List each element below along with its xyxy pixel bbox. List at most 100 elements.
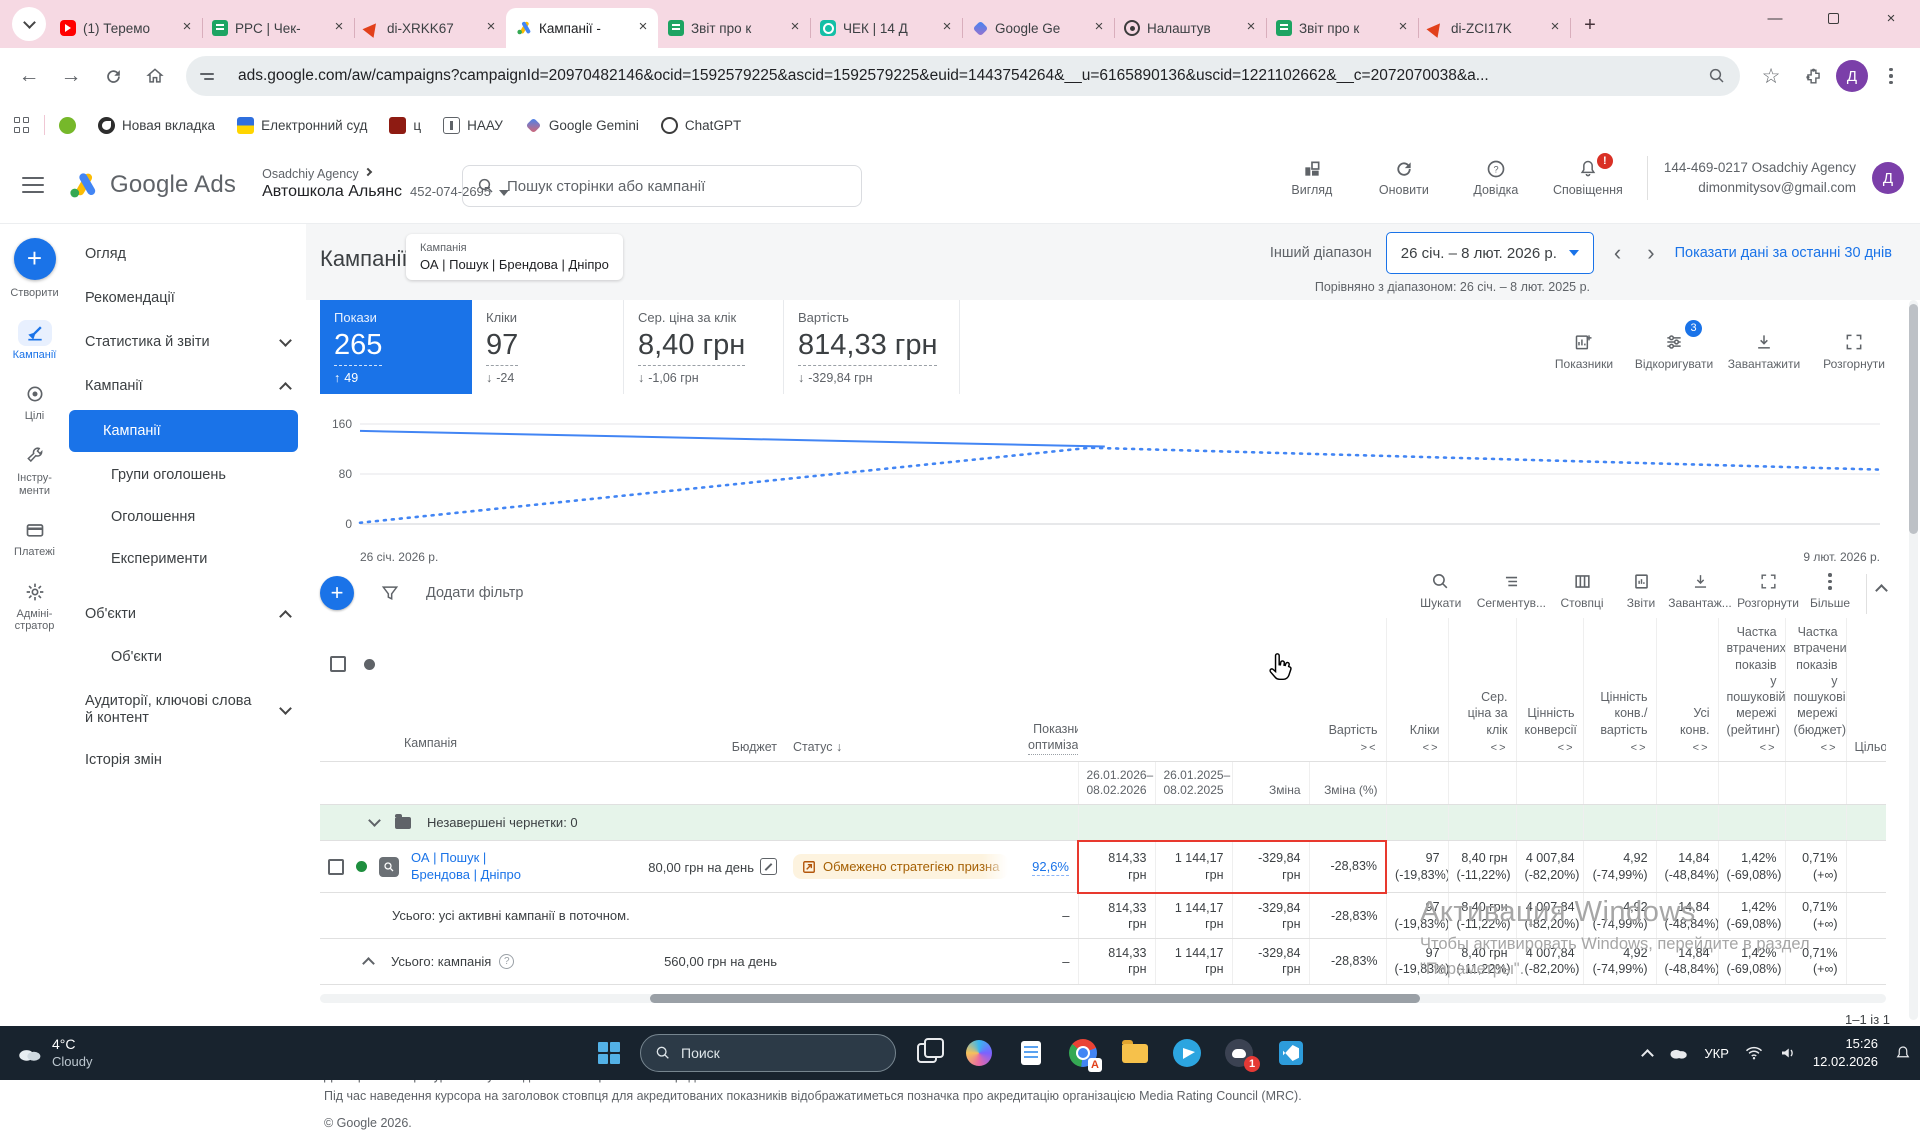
rail-item-campaigns[interactable]: Кампанії <box>4 320 66 362</box>
select-all-checkbox[interactable] <box>330 656 346 672</box>
browser-tab[interactable]: Налаштув× <box>1114 8 1266 48</box>
create-button[interactable]: + Створити <box>4 238 66 300</box>
documents-app-button[interactable] <box>1010 1032 1052 1074</box>
rail-item-billing[interactable]: Платежі <box>4 517 66 559</box>
browser-tab[interactable]: Google Ge× <box>962 8 1114 48</box>
metric-card-impressions[interactable]: Покази 265 ↑49 <box>320 300 472 394</box>
volume-icon[interactable] <box>1779 1045 1797 1061</box>
bookmark-item[interactable]: НААУ <box>443 117 503 134</box>
column-header-conv-value[interactable]: Цінність конверсії<> <box>1516 618 1583 762</box>
nav-recommendations[interactable]: Рекомендації <box>69 276 306 320</box>
add-button[interactable]: + <box>320 576 354 610</box>
ads-search-input[interactable]: Пошук сторінки або кампанії <box>462 165 862 207</box>
code-editor-button[interactable] <box>1270 1032 1312 1074</box>
browser-tab[interactable]: (1) Теремо× <box>50 8 202 48</box>
bookmark-item[interactable]: Google Gemini <box>525 117 639 134</box>
tab-search-button[interactable] <box>12 7 46 41</box>
date-range-selector[interactable]: 26 січ. – 8 лют. 2026 р. <box>1386 232 1594 274</box>
table-expand-button[interactable]: Розгорнути <box>1736 572 1800 610</box>
telegram-button[interactable] <box>1166 1032 1208 1074</box>
task-view-button[interactable] <box>906 1032 948 1074</box>
status-dot-header-icon[interactable] <box>364 659 375 670</box>
chevron-up-icon[interactable] <box>362 957 375 970</box>
browser-tab-active[interactable]: Кампанії -× <box>506 8 658 48</box>
nav-campaigns-section[interactable]: Кампанії <box>69 364 306 408</box>
columns-button[interactable]: Стовпці <box>1550 572 1614 610</box>
scrollbar-thumb[interactable] <box>1909 304 1918 534</box>
campaign-filter-chip[interactable]: Кампанія ОА | Пошук | Брендова | Дніпро <box>406 234 623 280</box>
zoom-icon[interactable] <box>1708 67 1726 85</box>
browser-tab[interactable]: ЧЕК | 14 Д× <box>810 8 962 48</box>
help-button[interactable]: ? Довідка <box>1453 159 1539 197</box>
download-button[interactable]: Завантажити <box>1724 332 1804 371</box>
close-tab-icon[interactable]: × <box>1090 19 1108 37</box>
nav-experiments[interactable]: Експерименти <box>69 538 306 580</box>
chevron-down-icon[interactable] <box>368 814 381 827</box>
url-bar[interactable]: ads.google.com/aw/campaigns?campaignId=2… <box>186 56 1740 96</box>
collapse-table-icon[interactable] <box>1875 584 1888 597</box>
nav-assets-section[interactable]: Об'єкти <box>69 592 306 636</box>
column-header-all-conv[interactable]: Усі конв.<> <box>1656 618 1718 762</box>
close-tab-icon[interactable]: × <box>1546 19 1564 37</box>
nav-insights[interactable]: Статистика й звіти <box>69 320 306 364</box>
account-name[interactable]: Автошкола Альянс <box>262 182 402 203</box>
site-info-icon[interactable] <box>200 67 226 85</box>
column-header-status[interactable]: Статус ↓ <box>785 618 1020 762</box>
browser-tab[interactable]: Звіт про к× <box>1266 8 1418 48</box>
range-prev-button[interactable]: ‹ <box>1614 240 1621 266</box>
column-header-conv-value-cost[interactable]: Цінність конв./ вартість<> <box>1583 618 1656 762</box>
refresh-button[interactable]: Оновити <box>1361 159 1447 197</box>
notifications-button[interactable]: ! Сповіщення <box>1545 159 1631 197</box>
bookmark-item[interactable]: ChatGPT <box>661 117 741 134</box>
window-minimize-button[interactable]: — <box>1746 0 1804 36</box>
nav-change-history[interactable]: Історія змін <box>69 738 306 782</box>
language-indicator[interactable]: УКР <box>1704 1046 1729 1061</box>
nav-ad-groups[interactable]: Групи оголошень <box>69 454 306 496</box>
forward-button[interactable]: → <box>52 57 90 95</box>
column-header-opt-score[interactable]: Показник оптимізації <box>1020 618 1078 762</box>
ads-profile-avatar[interactable]: Д <box>1872 162 1904 194</box>
close-tab-icon[interactable]: × <box>330 19 348 37</box>
column-header-cpc[interactable]: Сер. ціна за клік<> <box>1448 618 1516 762</box>
column-header-budget[interactable]: Бюджет <box>630 618 785 762</box>
close-tab-icon[interactable]: × <box>1394 19 1412 37</box>
status-cell[interactable]: Обмежено стратегією призна <box>785 841 1020 893</box>
scrollbar-thumb[interactable] <box>650 994 1420 1003</box>
tray-expand-icon[interactable] <box>1642 1049 1655 1062</box>
nav-campaigns[interactable]: Кампанії <box>69 410 298 452</box>
metric-card-cost[interactable]: Вартість 814,33 грн ↓-329,84 грн <box>784 300 960 394</box>
budget-cell[interactable]: 80,00 грн на день <box>630 841 785 893</box>
bookmark-utorrent[interactable] <box>59 117 76 134</box>
rail-item-tools[interactable]: Інстру- менти <box>4 443 66 497</box>
discord-button[interactable]: 1 <box>1218 1032 1260 1074</box>
apps-grid-icon[interactable] <box>14 117 30 133</box>
rail-item-admin[interactable]: Адміні- стратор <box>4 579 66 633</box>
close-tab-icon[interactable]: × <box>786 19 804 37</box>
last-30-days-link[interactable]: Показати дані за останні 30 днів <box>1675 245 1892 261</box>
add-filter-label[interactable]: Додати фільтр <box>426 585 523 601</box>
url-text[interactable]: ads.google.com/aw/campaigns?campaignId=2… <box>238 67 1696 85</box>
bookmark-star-icon[interactable]: ☆ <box>1752 57 1790 95</box>
close-tab-icon[interactable]: × <box>178 19 196 37</box>
table-download-button[interactable]: Завантаж... <box>1668 572 1732 610</box>
chrome-button[interactable]: A <box>1062 1032 1104 1074</box>
expand-button[interactable]: Розгорнути <box>1814 332 1894 371</box>
window-close-button[interactable]: × <box>1862 0 1920 36</box>
edit-budget-icon[interactable] <box>760 858 777 875</box>
column-header-target[interactable]: Цільова <box>1846 618 1886 762</box>
browser-profile-avatar[interactable]: Д <box>1836 60 1868 92</box>
vertical-scrollbar[interactable] <box>1909 300 1918 1020</box>
back-button[interactable]: ← <box>10 57 48 95</box>
close-tab-icon[interactable]: × <box>634 19 652 37</box>
column-header-lost-is-budget[interactable]: Частка втрачених показів у пошуковій мер… <box>1785 618 1846 762</box>
hamburger-menu-icon[interactable] <box>22 177 44 193</box>
close-tab-icon[interactable]: × <box>482 19 500 37</box>
table-search-button[interactable]: Шукати <box>1409 572 1473 610</box>
copilot-button[interactable] <box>958 1032 1000 1074</box>
taskbar-clock[interactable]: 15:26 12.02.2026 <box>1813 1035 1878 1070</box>
reports-button[interactable]: Звіти <box>1618 572 1664 610</box>
start-button[interactable] <box>588 1032 630 1074</box>
adjust-button[interactable]: 3 Відкоригувати <box>1634 332 1714 371</box>
bookmark-item[interactable]: ц <box>389 117 421 134</box>
